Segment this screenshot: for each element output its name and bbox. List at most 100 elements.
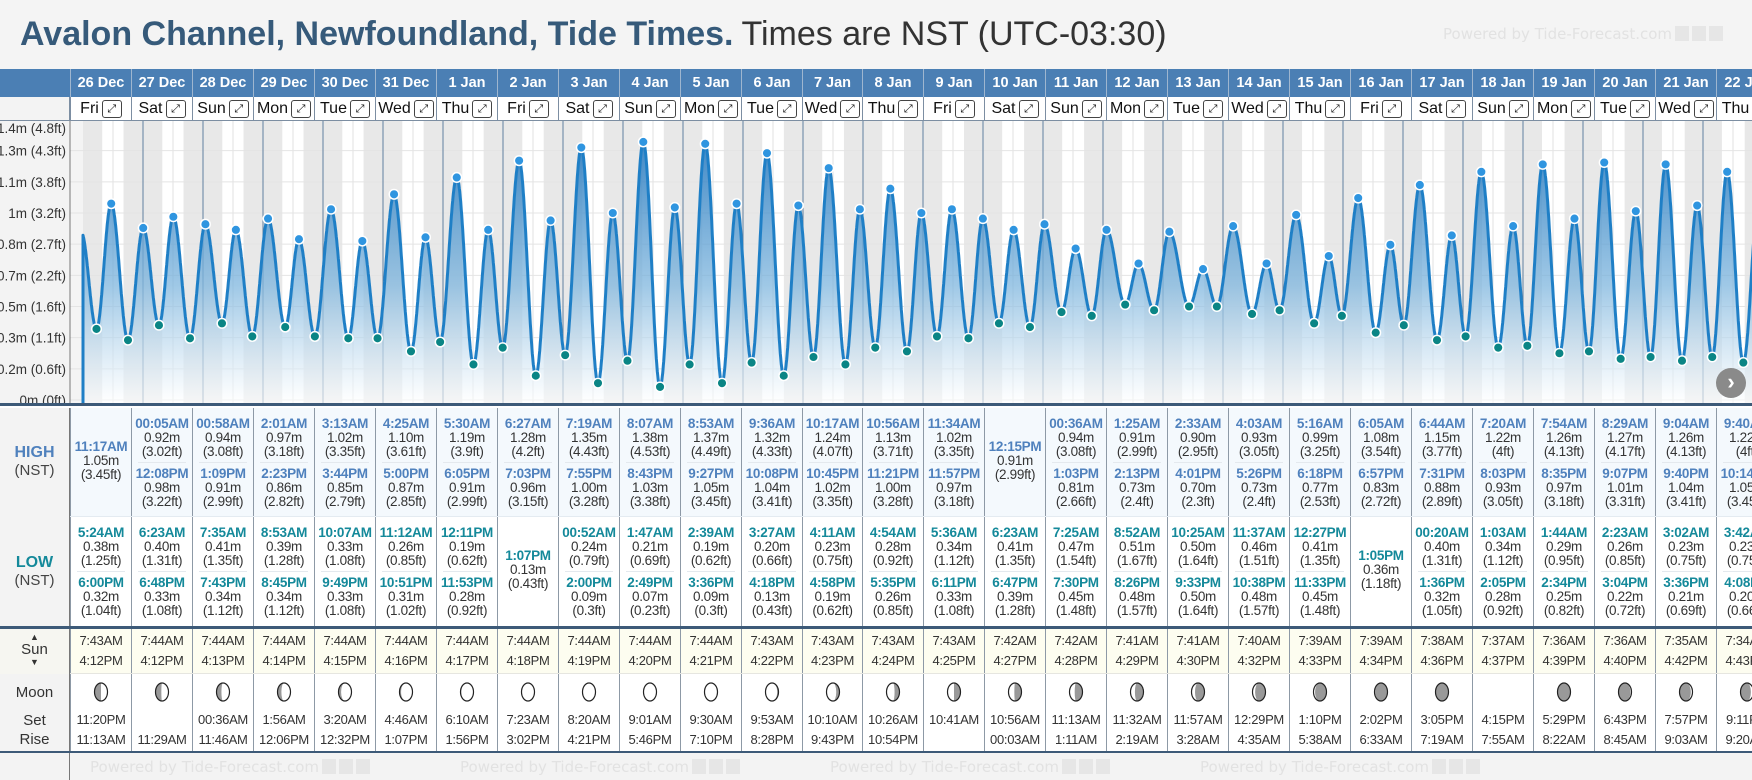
high-tide-point[interactable] (1008, 224, 1020, 236)
low-tide-point[interactable] (559, 349, 571, 361)
low-tide-point[interactable] (530, 370, 542, 382)
high-tide-point[interactable] (1100, 224, 1113, 236)
high-tide-point[interactable] (105, 198, 117, 210)
low-tide-point[interactable] (1211, 300, 1223, 313)
expand-day-button[interactable]: ⤢ (349, 99, 370, 118)
expand-day-button[interactable]: ⤢ (898, 99, 919, 118)
low-tide-point[interactable] (716, 377, 728, 389)
low-tide-point[interactable] (1492, 342, 1504, 354)
high-tide-point[interactable] (1070, 242, 1082, 255)
low-tide-point[interactable] (1086, 310, 1098, 322)
expand-day-button[interactable]: ⤢ (1266, 99, 1287, 118)
low-tide-point[interactable] (1183, 300, 1195, 313)
high-tide-point[interactable] (262, 213, 274, 225)
low-tide-point[interactable] (497, 342, 509, 354)
low-tide-point[interactable] (342, 332, 354, 344)
low-tide-point[interactable] (405, 345, 417, 357)
low-tide-point[interactable] (1460, 330, 1472, 342)
low-tide-point[interactable] (1583, 345, 1595, 357)
high-tide-point[interactable] (823, 162, 835, 174)
high-tide-point[interactable] (1537, 158, 1549, 170)
expand-day-button[interactable]: ⤢ (528, 99, 549, 118)
high-tide-point[interactable] (575, 142, 587, 154)
high-tide-point[interactable] (1630, 205, 1642, 217)
high-tide-point[interactable] (1475, 166, 1487, 178)
expand-day-button[interactable]: ⤢ (228, 99, 249, 118)
expand-day-button[interactable]: ⤢ (954, 99, 975, 118)
high-tide-point[interactable] (230, 224, 242, 236)
low-tide-point[interactable] (962, 332, 975, 344)
expand-day-button[interactable]: ⤢ (1202, 99, 1223, 118)
low-tide-point[interactable] (309, 330, 321, 342)
low-tide-point[interactable] (901, 345, 913, 357)
high-tide-point[interactable] (1384, 239, 1396, 251)
low-tide-point[interactable] (1737, 357, 1749, 369)
high-tide-point[interactable] (607, 207, 619, 219)
high-tide-point[interactable] (1261, 257, 1273, 270)
low-tide-point[interactable] (1274, 304, 1286, 316)
low-tide-point[interactable] (1431, 334, 1443, 346)
expand-day-button[interactable]: ⤢ (1381, 99, 1402, 118)
low-tide-point[interactable] (1119, 299, 1131, 311)
expand-day-button[interactable]: ⤢ (1629, 99, 1650, 118)
low-tide-point[interactable] (1336, 310, 1348, 322)
low-tide-point[interactable] (746, 357, 758, 369)
low-tide-point[interactable] (90, 323, 103, 335)
low-tide-point[interactable] (1246, 308, 1258, 320)
high-tide-point[interactable] (1414, 179, 1426, 191)
low-tide-point[interactable] (654, 381, 666, 393)
expand-day-button[interactable]: ⤢ (1144, 99, 1165, 118)
low-tide-point[interactable] (1024, 321, 1036, 333)
high-tide-point[interactable] (199, 218, 211, 230)
low-tide-point[interactable] (931, 330, 943, 342)
high-tide-point[interactable] (731, 198, 743, 210)
low-tide-point[interactable] (467, 358, 480, 371)
high-tide-point[interactable] (1660, 158, 1672, 170)
high-tide-point[interactable] (419, 231, 432, 243)
low-tide-point[interactable] (1308, 317, 1320, 329)
low-tide-point[interactable] (216, 317, 228, 329)
expand-day-button[interactable]: ⤢ (718, 99, 739, 118)
high-tide-point[interactable] (1507, 220, 1519, 232)
high-tide-point[interactable] (1227, 220, 1239, 232)
high-tide-point[interactable] (1446, 229, 1458, 241)
expand-day-button[interactable]: ⤢ (291, 99, 312, 118)
high-tide-point[interactable] (513, 155, 525, 167)
high-tide-point[interactable] (1132, 257, 1145, 270)
low-tide-point[interactable] (1645, 351, 1657, 363)
expand-day-button[interactable]: ⤢ (840, 99, 861, 118)
high-tide-point[interactable] (1691, 199, 1703, 212)
low-tide-point[interactable] (839, 358, 851, 371)
high-tide-point[interactable] (637, 136, 649, 148)
low-tide-point[interactable] (592, 377, 604, 389)
expand-day-button[interactable]: ⤢ (655, 99, 676, 118)
high-tide-point[interactable] (669, 201, 681, 213)
high-tide-point[interactable] (915, 207, 927, 219)
expand-day-button[interactable]: ⤢ (472, 99, 493, 118)
high-tide-point[interactable] (1568, 213, 1581, 225)
low-tide-point[interactable] (1398, 319, 1410, 331)
high-tide-point[interactable] (388, 188, 400, 200)
low-tide-point[interactable] (778, 370, 790, 382)
expand-day-button[interactable]: ⤢ (776, 99, 797, 118)
low-tide-point[interactable] (621, 355, 634, 367)
low-tide-point[interactable] (1676, 355, 1688, 367)
low-tide-point[interactable] (1615, 353, 1627, 365)
low-tide-point[interactable] (153, 319, 165, 331)
high-tide-point[interactable] (1290, 209, 1302, 221)
low-tide-point[interactable] (434, 336, 446, 348)
high-tide-point[interactable] (884, 183, 896, 195)
low-tide-point[interactable] (122, 334, 134, 346)
expand-day-button[interactable]: ⤢ (101, 99, 122, 118)
low-tide-point[interactable] (184, 332, 196, 344)
high-tide-point[interactable] (1721, 166, 1733, 178)
low-tide-point[interactable] (684, 358, 696, 371)
expand-day-button[interactable]: ⤢ (1508, 99, 1529, 118)
high-tide-point[interactable] (699, 138, 711, 150)
high-tide-point[interactable] (482, 224, 494, 236)
low-tide-point[interactable] (1148, 304, 1160, 316)
low-tide-point[interactable] (1370, 327, 1382, 339)
high-tide-point[interactable] (1197, 263, 1209, 275)
low-tide-point[interactable] (1521, 340, 1533, 352)
low-tide-point[interactable] (807, 351, 820, 363)
